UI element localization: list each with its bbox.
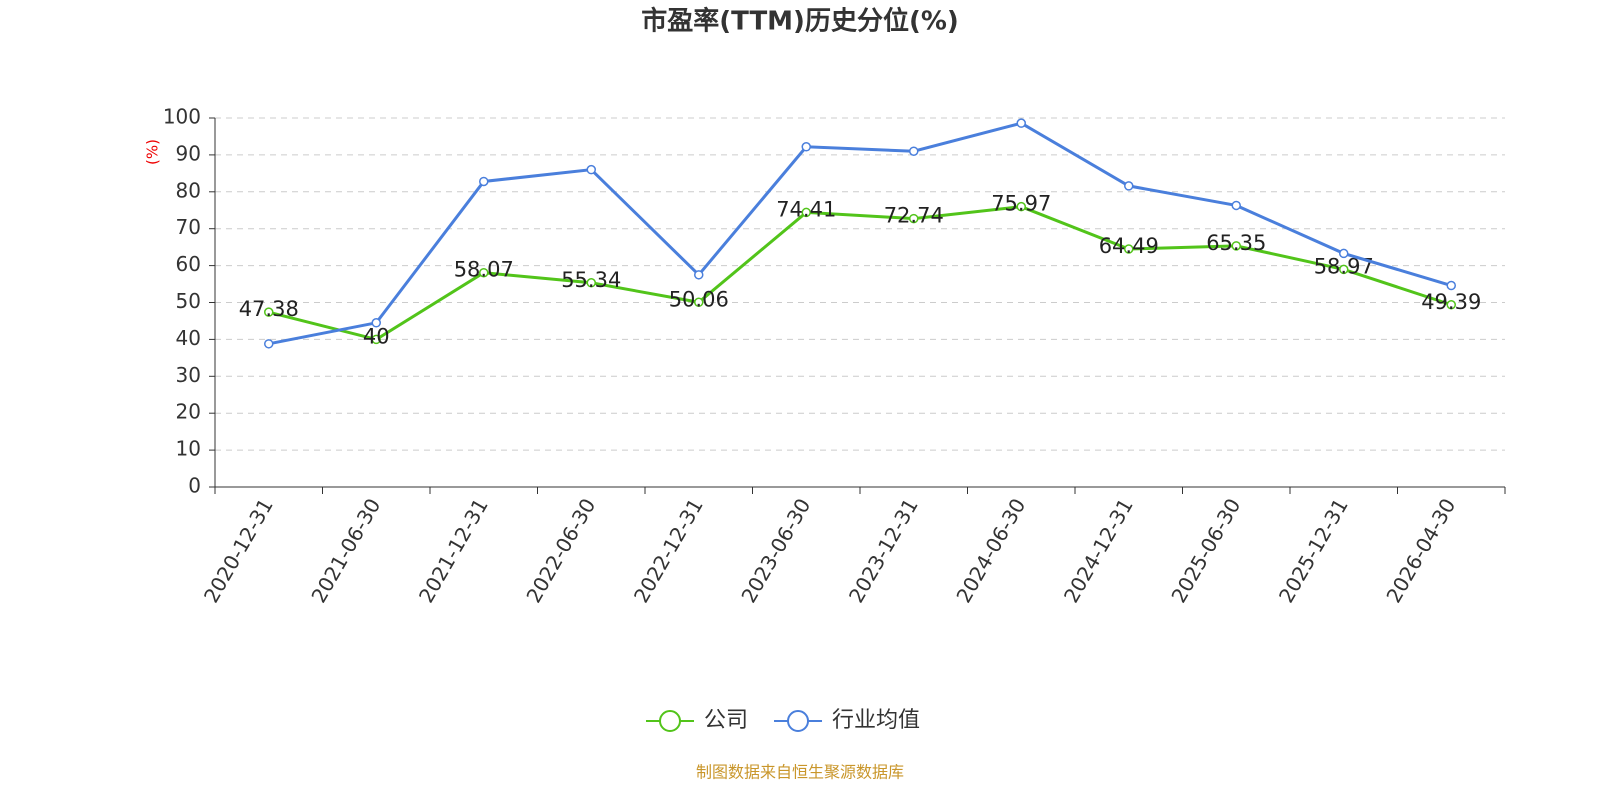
y-tick-label: 30 [176,363,201,387]
x-tick-label: 2024-06-30 [951,494,1030,607]
legend-label: 行业均值 [832,708,920,733]
data-point [264,307,274,317]
data-point [1339,264,1349,275]
data-point [909,146,919,156]
data-point [1231,200,1241,211]
y-tick-label: 10 [176,437,201,461]
x-tick-label: 2023-06-30 [736,494,815,607]
data-point [371,334,381,345]
data-label: 47.38 [239,297,299,321]
data-point [694,270,704,280]
chart-title: 市盈率(TTM)历史分位(%) [641,6,959,37]
data-label: 49.39 [1421,290,1481,314]
data-point [586,278,596,288]
y-tick-label: 60 [176,252,201,276]
data-label: 75.97 [991,192,1051,216]
data-point [479,176,489,187]
y-tick-label: 0 [188,474,201,498]
y-tick-label: 20 [176,400,201,424]
x-tick-label: 2025-06-30 [1166,494,1245,607]
x-tick-label: 2022-06-30 [521,494,600,607]
x-tick-label: 2026-04-30 [1381,494,1460,607]
data-label: 58.07 [454,258,514,282]
data-point [1446,300,1456,310]
data-point [1339,248,1349,259]
data-label: 55.34 [561,268,621,292]
data-point [801,207,811,218]
series-line [268,205,1452,342]
y-tick-label: 40 [176,326,201,350]
data-point [1446,280,1456,291]
data-point [1124,181,1134,191]
series-line [268,121,1452,346]
x-tick-label: 2021-06-30 [306,494,385,607]
x-tick-label: 2023-12-31 [844,494,923,607]
data-point [479,267,489,278]
legend-marker [787,710,810,732]
data-label: 65.35 [1206,231,1266,255]
data-point [1231,241,1241,251]
data-label: 64.49 [1099,234,1159,258]
data-point [1016,118,1026,128]
legend-marker [659,710,681,732]
y-tick-label: 70 [176,215,201,239]
data-label: 72.74 [884,204,944,228]
y-tick-label: 80 [176,178,201,202]
y-axis-label: (%) [144,139,162,165]
source-note: 制图数据来自恒生聚源数据库 [696,763,904,782]
data-point [909,213,919,224]
data-point [1124,244,1134,254]
data-label: 50.06 [669,287,729,311]
x-tick-label: 2020-12-31 [199,494,278,607]
y-tick-label: 50 [176,289,201,313]
data-point [694,297,704,308]
x-tick-label: 2021-12-31 [414,494,493,607]
x-tick-label: 2022-12-31 [629,494,708,607]
x-tick-label: 2025-12-31 [1274,494,1353,607]
data-label: 74.41 [776,197,836,221]
data-point [264,339,274,349]
data-point [371,318,381,328]
y-tick-label: 90 [176,141,201,165]
x-tick-label: 2024-12-31 [1059,494,1138,607]
data-label: 40 [363,324,390,348]
data-point [1016,201,1026,212]
y-tick-label: 100 [163,105,201,129]
legend-label: 公司 [704,708,748,733]
data-point [801,142,811,152]
data-point [586,164,596,175]
